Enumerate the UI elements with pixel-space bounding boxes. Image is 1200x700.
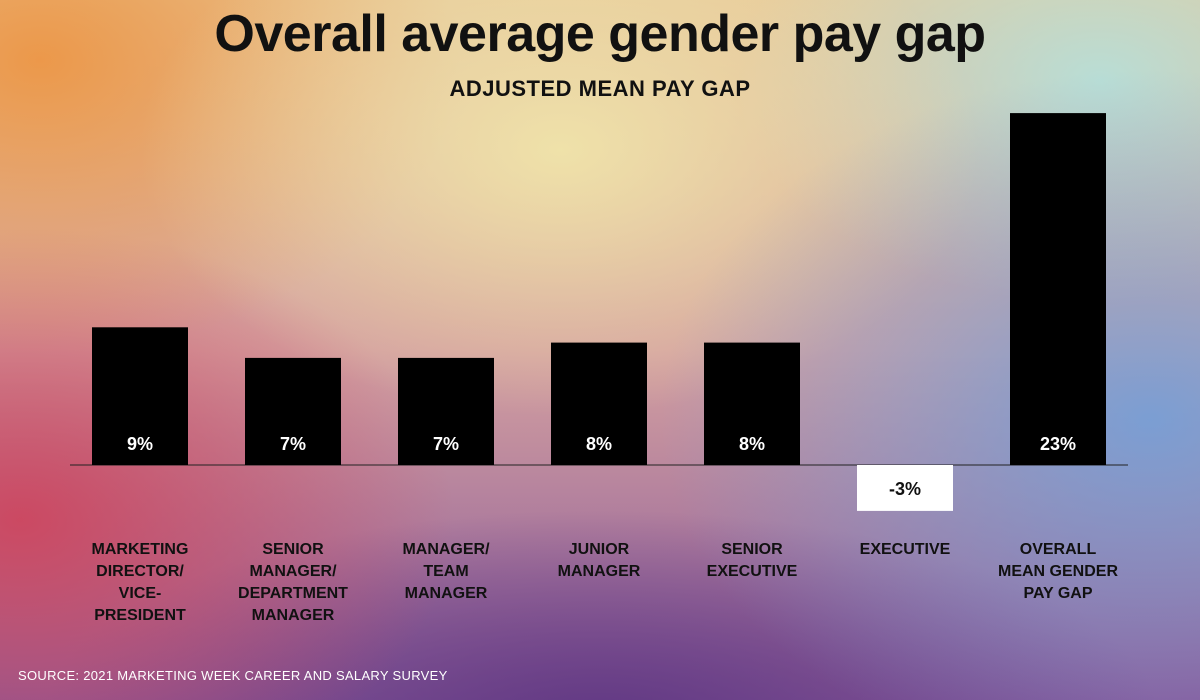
bar-6 [1010,113,1106,465]
chart-subtitle: ADJUSTED MEAN PAY GAP [449,76,751,101]
category-label-0: MARKETING DIRECTOR/ VICE- PRESIDENT [91,541,189,624]
category-label-4: SENIOR EXECUTIVE [706,541,798,580]
category-label-1: SENIOR MANAGER/ DEPARTMENT MANAGER [238,541,348,624]
category-label-2: MANAGER/ TEAM MANAGER [402,541,490,602]
bar-3 [551,342,647,465]
chart-title: Overall average gender pay gap [214,5,986,63]
bar-1 [245,357,341,465]
category-label-3: JUNIOR MANAGER [557,541,641,580]
bar-4 [704,342,800,465]
category-label-5: EXECUTIVE [859,541,951,558]
data-label-1: 7% [280,434,306,454]
source-note: SOURCE: 2021 MARKETING WEEK CAREER AND S… [18,668,448,683]
data-label-2: 7% [433,434,459,454]
bar-5 [857,465,953,511]
data-label-3: 8% [586,434,612,454]
category-label-6: OVERALL MEAN GENDER PAY GAP [997,541,1118,602]
bar-0 [92,327,188,465]
data-label-6: 23% [1040,434,1076,454]
data-label-0: 9% [127,434,153,454]
data-label-5: -3% [889,479,921,499]
bar-2 [398,357,494,465]
data-label-4: 8% [739,434,765,454]
